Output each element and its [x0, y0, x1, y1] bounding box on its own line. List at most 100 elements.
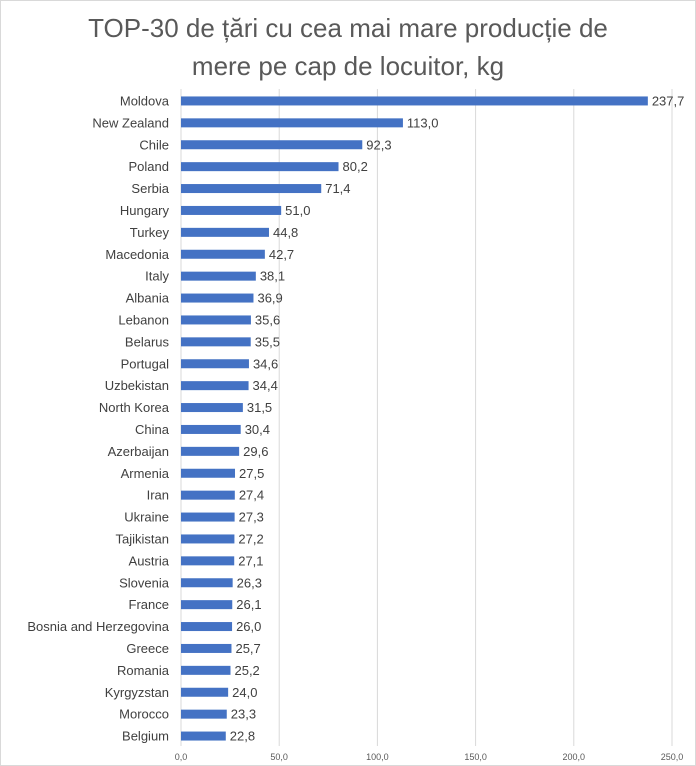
category-label: Italy — [145, 269, 169, 284]
bar — [181, 271, 256, 281]
category-label: Belarus — [125, 334, 170, 349]
bar — [181, 622, 233, 632]
value-label: 42,7 — [269, 247, 294, 262]
category-labels: Moldova New Zealand Chile Poland Serbia Hunga… — [27, 93, 169, 743]
category-label: North Korea — [99, 400, 170, 415]
bars — [181, 96, 648, 741]
category-label: Moldova — [120, 93, 170, 108]
bar — [181, 162, 339, 172]
category-label: Poland — [129, 159, 169, 174]
x-axis-tick-labels: 0,0 50,0 100,0 150,0 200,0 250,0 — [175, 752, 684, 762]
value-label: 26,3 — [237, 575, 262, 590]
category-label: Greece — [126, 641, 169, 656]
value-label: 38,1 — [260, 269, 285, 284]
category-label: Uzbekistan — [105, 378, 169, 393]
category-label: Bosnia and Herzegovina — [27, 619, 169, 634]
value-label: 34,4 — [253, 378, 278, 393]
category-label: France — [129, 597, 169, 612]
category-label: Morocco — [119, 707, 169, 722]
value-label: 23,3 — [231, 707, 256, 722]
category-label: Kyrgyzstan — [105, 685, 169, 700]
value-label: 25,7 — [235, 641, 260, 656]
value-label: 44,8 — [273, 225, 298, 240]
value-label: 24,0 — [232, 685, 257, 700]
bar — [181, 205, 282, 215]
bar — [181, 381, 249, 391]
category-label: Ukraine — [124, 510, 169, 525]
bar — [181, 468, 236, 478]
value-label: 51,0 — [285, 203, 310, 218]
bar — [181, 140, 363, 150]
value-label: 34,6 — [253, 356, 278, 371]
x-tick-label: 100,0 — [366, 752, 389, 762]
category-label: China — [135, 422, 170, 437]
value-label: 35,5 — [255, 334, 280, 349]
bar — [181, 665, 231, 675]
category-label: Iran — [147, 488, 169, 503]
bar — [181, 249, 265, 259]
bar — [181, 512, 235, 522]
x-tick-label: 200,0 — [563, 752, 586, 762]
bar — [181, 315, 251, 325]
bar — [181, 96, 648, 106]
bar — [181, 227, 269, 237]
category-label: Azerbaijan — [108, 444, 169, 459]
value-label: 35,6 — [255, 312, 280, 327]
bar — [181, 293, 254, 303]
bar — [181, 643, 232, 653]
category-label: Turkey — [130, 225, 170, 240]
bar — [181, 403, 243, 413]
value-label: 71,4 — [325, 181, 350, 196]
x-tick-label: 0,0 — [175, 752, 188, 762]
value-label: 29,6 — [243, 444, 268, 459]
bar — [181, 118, 403, 128]
bar — [181, 534, 235, 544]
category-label: Macedonia — [105, 247, 169, 262]
chart-title-line-1: TOP-30 de țări cu cea mai mare producție… — [88, 13, 608, 43]
value-label: 27,3 — [239, 510, 264, 525]
value-label: 36,9 — [257, 291, 282, 306]
value-label: 27,4 — [239, 488, 264, 503]
bar — [181, 337, 251, 347]
bar — [181, 731, 226, 741]
chart-title: TOP-30 de țări cu cea mai mare producție… — [1, 9, 695, 85]
value-label: 237,7 — [652, 93, 685, 108]
value-label: 26,0 — [236, 619, 261, 634]
bar — [181, 359, 249, 369]
category-label: New Zealand — [92, 115, 169, 130]
value-label: 27,1 — [238, 553, 263, 568]
x-tick-label: 50,0 — [270, 752, 288, 762]
value-label: 80,2 — [343, 159, 368, 174]
category-label: Slovenia — [119, 575, 170, 590]
bar — [181, 687, 229, 697]
category-label: Belgium — [122, 729, 169, 744]
value-label: 31,5 — [247, 400, 272, 415]
bar — [181, 600, 233, 610]
bar — [181, 709, 227, 719]
x-tick-label: 250,0 — [661, 752, 684, 762]
value-label: 113,0 — [407, 115, 439, 130]
value-label: 26,1 — [236, 597, 261, 612]
category-label: Chile — [139, 137, 169, 152]
bar — [181, 578, 233, 588]
bar — [181, 490, 235, 500]
x-tick-label: 150,0 — [464, 752, 487, 762]
value-label: 25,2 — [234, 663, 259, 678]
category-label: Tajikistan — [116, 531, 169, 546]
category-label: Hungary — [120, 203, 170, 218]
category-label: Lebanon — [118, 312, 169, 327]
value-label: 92,3 — [366, 137, 391, 152]
category-label: Romania — [117, 663, 170, 678]
value-label: 27,2 — [238, 531, 263, 546]
chart-title-line-2: mere pe cap de locuitor, kg — [191, 51, 505, 81]
value-label: 30,4 — [245, 422, 270, 437]
category-label: Austria — [129, 553, 170, 568]
gridlines — [180, 89, 673, 746]
category-label: Albania — [126, 291, 170, 306]
category-label: Portugal — [121, 356, 170, 371]
category-label: Armenia — [121, 466, 170, 481]
bar — [181, 446, 240, 456]
bar — [181, 184, 322, 194]
